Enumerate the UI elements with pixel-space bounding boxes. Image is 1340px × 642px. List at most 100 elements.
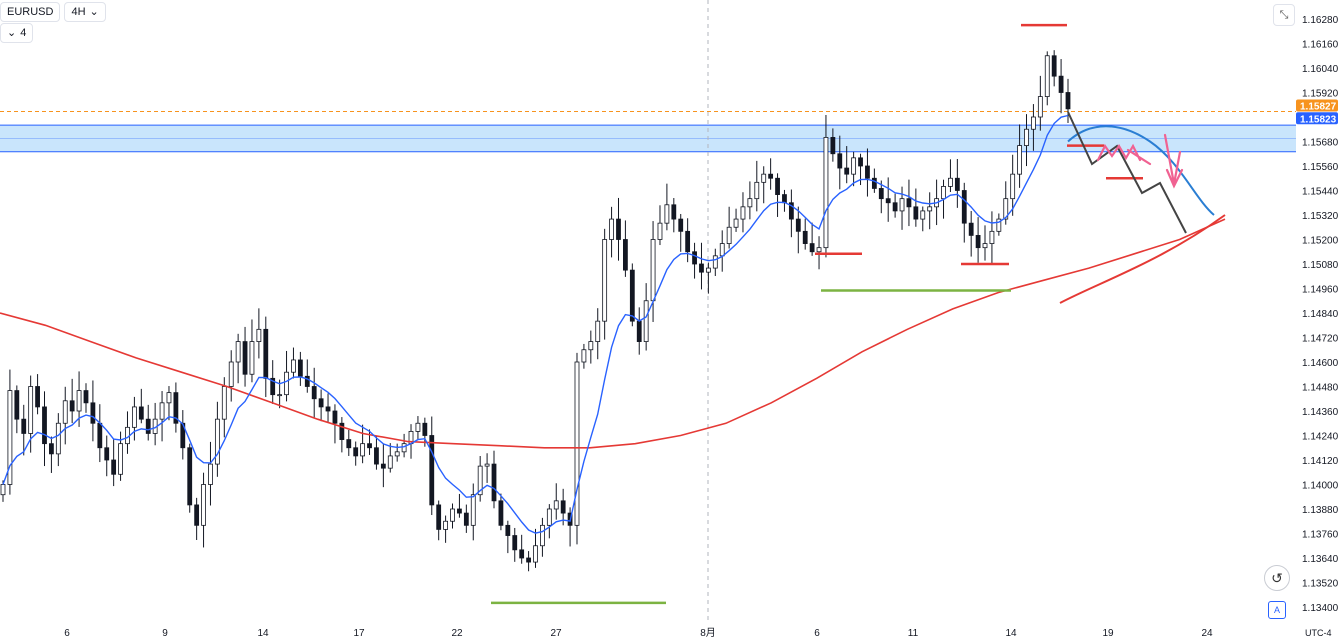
candle-body: [304, 375, 310, 387]
candle: [961, 182, 967, 243]
y-tick-label: 1.15920: [1302, 89, 1339, 100]
auto-scale-button[interactable]: A: [1268, 601, 1286, 619]
candle: [1024, 114, 1029, 167]
collapse-icon[interactable]: ⤡: [1273, 4, 1295, 26]
candle: [62, 386, 68, 445]
candle: [498, 493, 504, 531]
candle-body: [55, 422, 61, 455]
candle: [519, 534, 525, 564]
candle: [671, 198, 677, 233]
candle-body: [913, 206, 919, 220]
y-tick-label: 1.14960: [1302, 285, 1339, 296]
candle-body: [1065, 92, 1071, 110]
candle: [228, 350, 234, 402]
candle-body: [187, 447, 193, 506]
candle-body: [809, 243, 815, 253]
candle: [705, 262, 711, 294]
candle: [491, 450, 497, 509]
candle-body: [574, 361, 580, 526]
candle: [270, 360, 276, 404]
candle: [920, 206, 926, 232]
candle: [678, 213, 684, 252]
candle: [297, 351, 303, 386]
candle-body: [948, 177, 953, 187]
candle-body: [851, 157, 857, 175]
candle-body: [685, 230, 691, 253]
candle: [885, 177, 891, 222]
candle: [339, 417, 345, 453]
candle-body: [505, 524, 511, 536]
candle: [131, 396, 137, 441]
candle: [318, 389, 324, 422]
candle: [692, 242, 697, 279]
symbol-chip[interactable]: EURUSD: [0, 2, 61, 22]
y-tick-label: 1.14240: [1302, 432, 1339, 443]
candle-body: [28, 386, 34, 434]
candle: [284, 350, 289, 402]
candle-body: [49, 443, 54, 455]
candle: [1037, 75, 1043, 131]
candle: [304, 359, 310, 393]
candle-body: [1037, 96, 1043, 118]
candle: [1058, 59, 1064, 114]
candle-body: [892, 202, 898, 212]
candle: [325, 393, 331, 423]
chevron-down-icon: ⌄: [89, 6, 99, 18]
candle: [754, 160, 760, 212]
y-tick-label: 1.14360: [1302, 407, 1339, 418]
candle-body: [318, 398, 324, 408]
candle: [1044, 51, 1050, 106]
candle-body: [636, 320, 642, 342]
candle-body: [1044, 55, 1050, 97]
candle-body: [1051, 55, 1057, 77]
candle: [581, 343, 587, 369]
price-badge: 1.15827: [1296, 99, 1338, 112]
candle: [768, 158, 774, 190]
candle-body: [214, 418, 220, 465]
candle: [1031, 104, 1036, 151]
candle-body: [602, 239, 608, 322]
candle-body: [76, 390, 82, 412]
candle-body: [788, 202, 794, 220]
candle: [837, 135, 843, 190]
candle-body: [726, 226, 732, 244]
y-tick-label: 1.15560: [1302, 162, 1339, 173]
candle-body: [975, 235, 981, 249]
candle-body: [42, 406, 47, 445]
candle-body: [540, 524, 545, 547]
candle-body: [21, 418, 27, 434]
y-tick-label: 1.13880: [1302, 505, 1339, 516]
candle: [712, 248, 718, 276]
x-tick-label: 6: [814, 628, 820, 639]
candle: [90, 380, 96, 442]
candle-body: [325, 406, 331, 412]
interval-button[interactable]: 4H ⌄: [64, 2, 106, 22]
candle-body: [477, 465, 483, 496]
candle-body: [712, 255, 718, 269]
y-tick-label: 1.14120: [1302, 456, 1339, 467]
candle: [927, 192, 933, 230]
candle: [380, 443, 386, 488]
zigzag-projection: [1067, 111, 1187, 234]
reset-icon[interactable]: ↺: [1264, 565, 1290, 591]
candle-body: [629, 269, 635, 322]
candle-body: [837, 153, 843, 169]
candle: [1051, 50, 1057, 87]
y-tick-label: 1.13400: [1302, 603, 1339, 614]
candle-body: [616, 218, 621, 240]
candle: [457, 493, 462, 518]
candle-body: [595, 320, 601, 342]
indicators-toggle[interactable]: ⌄ 4: [0, 23, 34, 43]
candle-body: [463, 512, 469, 526]
candle: [7, 369, 13, 495]
candle: [775, 173, 780, 217]
candle: [429, 416, 435, 516]
candle: [588, 330, 594, 364]
candle-body: [443, 520, 448, 530]
candle: [463, 504, 469, 533]
candle-body: [484, 463, 490, 467]
candle: [477, 456, 483, 502]
candle: [42, 391, 47, 467]
candle-body: [111, 459, 117, 475]
